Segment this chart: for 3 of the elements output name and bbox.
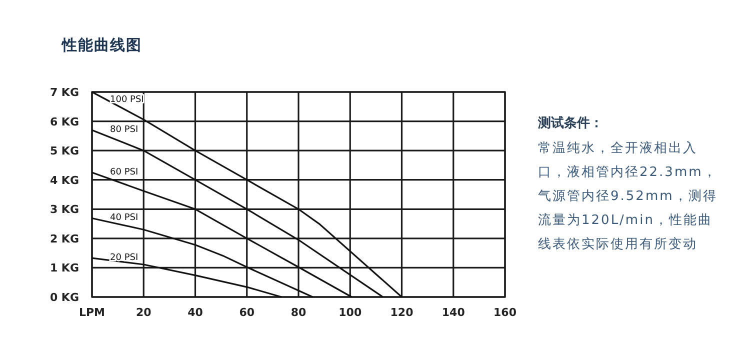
annotation: 常温纯水，全开液相出入口，液相管内径22.3mm，气源管内径9.52mm，测得流量为120L/min，性能曲线表依实际使用有所变动 — [538, 140, 718, 254]
title: 性能曲线图 — [62, 36, 142, 55]
annotation: 测试条件： — [538, 115, 603, 132]
